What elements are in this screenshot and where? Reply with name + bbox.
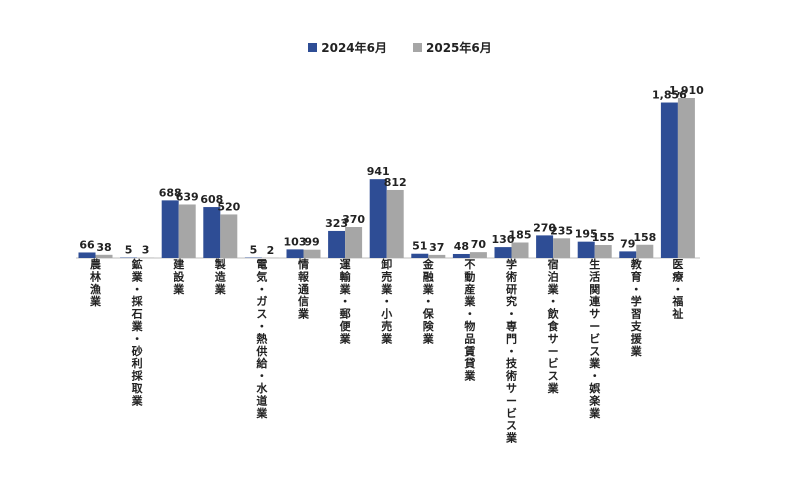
bar-2025-13 (636, 244, 654, 258)
category-label-10: 学術研究・専門・技術サービス業 (505, 257, 518, 445)
data-label-2025-6: 370 (342, 213, 365, 226)
category-label-13: 教育・学習支援業 (630, 257, 643, 358)
bar-2024-8 (411, 253, 429, 258)
data-label-2024-0: 66 (79, 238, 95, 251)
legend-label-2024: 2024年6月 (321, 41, 387, 55)
legend-item-2025: 2025年6月 (413, 39, 492, 56)
data-label-2024-11: 270 (533, 221, 556, 234)
data-label-2025-10: 185 (509, 229, 532, 242)
bar-2024-5 (286, 249, 304, 258)
category-label-7: 卸売業・小売業 (380, 257, 393, 345)
data-label-2024-7: 941 (367, 165, 390, 178)
bar-2024-0 (78, 252, 96, 258)
bar-2024-6 (328, 230, 346, 258)
data-label-2025-1: 3 (142, 244, 150, 257)
bar-2024-7 (369, 179, 387, 258)
bar-2025-11 (553, 238, 571, 258)
data-label-2025-9: 70 (471, 238, 487, 251)
category-label-11: 宿泊業・飲食サービス業 (547, 257, 560, 395)
data-label-2024-12: 195 (575, 228, 598, 241)
bar-2025-7 (386, 189, 404, 258)
category-label-9: 不動産業・物品賃貸業 (463, 258, 476, 383)
legend-swatch-2024 (308, 43, 318, 52)
category-label-6: 運輸業・郵便業 (339, 258, 352, 345)
bar-2025-8 (428, 254, 446, 258)
bar-2025-14 (677, 98, 695, 258)
bar-2024-9 (452, 253, 470, 258)
category-label-4: 電気・ガス・熱供給・水道業 (255, 258, 268, 420)
data-label-2025-11: 235 (550, 224, 573, 237)
bar-2025-10 (511, 242, 529, 258)
bar-2024-11 (536, 235, 554, 258)
data-label-2025-8: 37 (429, 241, 444, 254)
category-label-8: 金融業・保険業 (422, 257, 435, 345)
data-label-2024-3: 608 (200, 193, 223, 206)
category-label-3: 製造業 (214, 257, 227, 296)
category-label-1: 鉱業・採石業・砂利採取業 (131, 257, 144, 407)
category-label-2: 建設業 (172, 257, 185, 296)
bar-2025-0 (95, 254, 113, 258)
category-label-5: 情報通信業 (297, 257, 310, 321)
legend-label-2025: 2025年6月 (426, 41, 492, 55)
data-label-2024-6: 323 (325, 217, 348, 230)
data-label-2024-2: 688 (159, 186, 182, 199)
data-label-2024-10: 130 (492, 233, 515, 246)
data-label-2025-4: 2 (267, 244, 275, 257)
data-label-2024-4: 5 (250, 244, 258, 257)
bar-2025-3 (220, 214, 238, 258)
data-label-2024-13: 79 (620, 237, 635, 250)
bar-2024-13 (619, 251, 637, 258)
bar-2025-9 (469, 252, 487, 258)
category-label-14: 医療・福祉 (671, 258, 684, 321)
data-label-2025-2: 639 (176, 190, 199, 203)
data-label-2025-0: 38 (96, 241, 111, 254)
data-label-2025-12: 155 (592, 231, 615, 244)
legend-item-2024: 2024年6月 (308, 39, 387, 56)
data-label-2025-7: 812 (384, 176, 407, 189)
bar-2024-14 (660, 102, 678, 258)
category-label-12: 生活関連サービス業・娯楽業 (588, 257, 601, 420)
bar-2024-3 (203, 207, 221, 258)
bar-2024-12 (577, 241, 595, 258)
data-label-2024-5: 103 (284, 235, 307, 248)
data-label-2024-8: 51 (412, 240, 427, 253)
data-label-2024-1: 5 (125, 244, 133, 257)
bar-2025-6 (345, 227, 363, 258)
data-label-2025-3: 520 (217, 200, 240, 213)
legend: 2024年6月 2025年6月 (0, 39, 800, 56)
data-label-2025-5: 99 (304, 236, 319, 249)
bar-2025-12 (594, 245, 612, 258)
category-label-0: 農林漁業 (89, 257, 102, 308)
data-label-2024-9: 48 (454, 240, 469, 253)
data-label-2025-14: 1,910 (669, 84, 704, 97)
legend-swatch-2025 (413, 43, 422, 52)
bar-2024-2 (161, 200, 179, 258)
bar-2025-5 (303, 249, 321, 258)
data-label-2025-13: 158 (633, 231, 656, 244)
bar-2024-10 (494, 247, 512, 258)
bar-2025-2 (178, 204, 196, 258)
